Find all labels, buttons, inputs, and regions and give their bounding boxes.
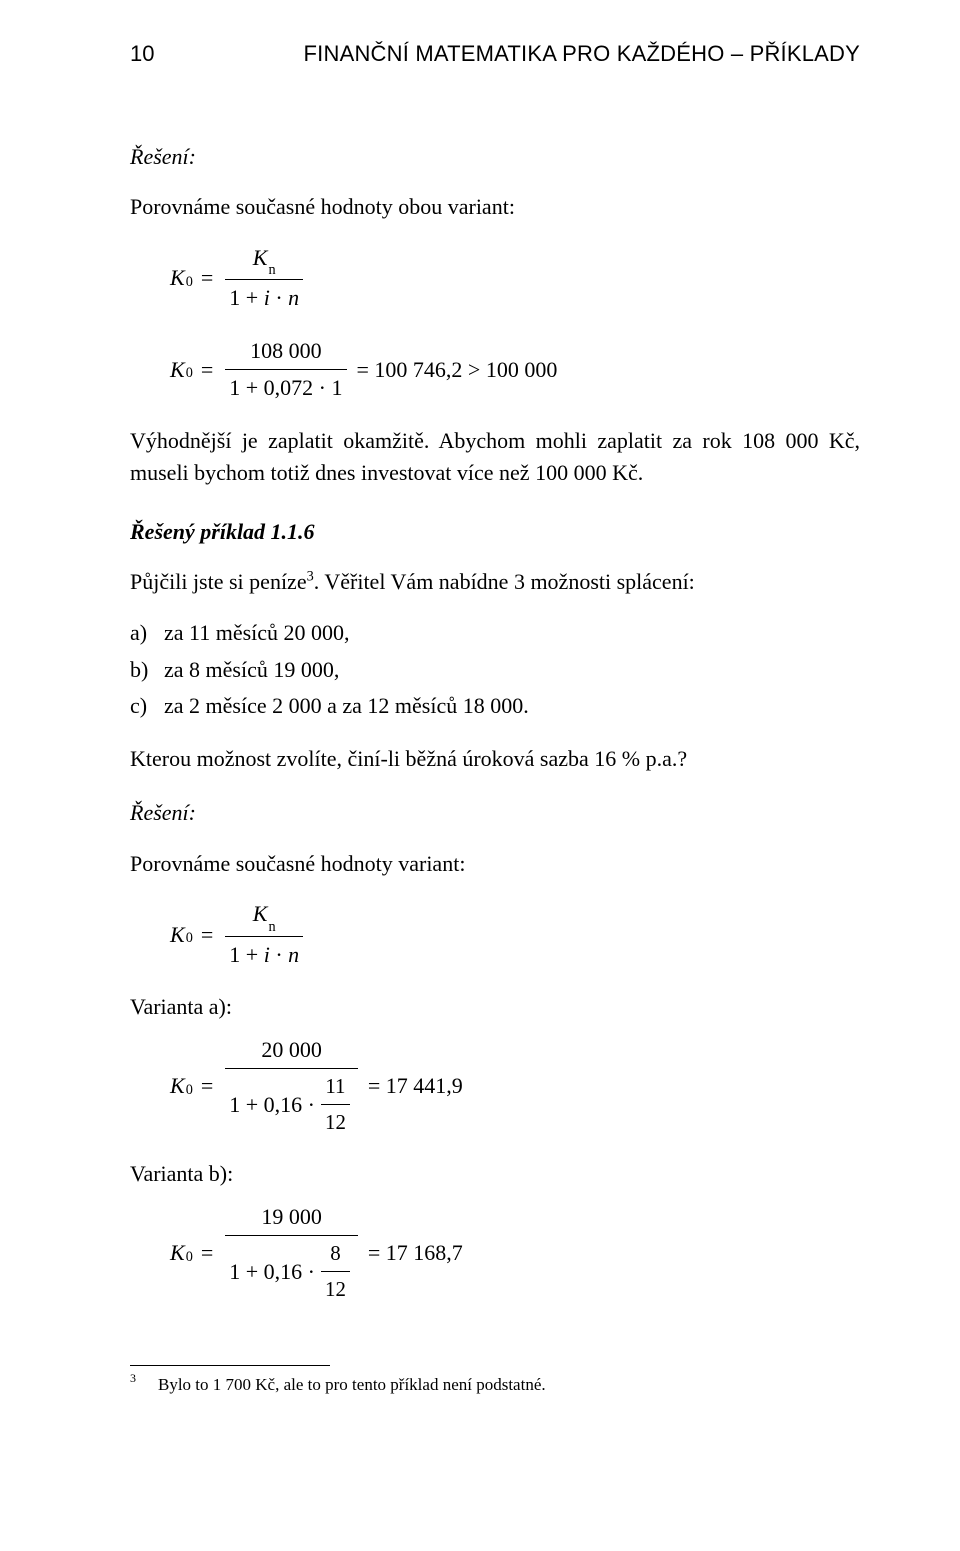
- intro-text-b: . Věřitel Vám nabídne 3 možnosti splácen…: [314, 569, 695, 594]
- eq-num: 20 000: [257, 1034, 326, 1067]
- conclusion-1: Výhodnější je zaplatit okamžitě. Abychom…: [130, 425, 860, 490]
- example-heading: Řešený příklad 1.1.6: [130, 516, 860, 549]
- fraction: 20 000 1 + 0,16 · 11 12: [225, 1034, 358, 1138]
- eq-den: 1 + 0,16 · 8 12: [225, 1238, 358, 1305]
- example-question: Kterou možnost zvolíte, činí-li běžná úr…: [130, 743, 860, 776]
- eq-sub: 0: [186, 272, 193, 293]
- eq-var: K: [170, 1070, 185, 1103]
- fraction: Kn 1 + i · n: [225, 898, 303, 971]
- intro-text-a: Půjčili jste si peníze: [130, 569, 307, 594]
- eq-den: 1 + i · n: [225, 282, 303, 315]
- eq-result: = 17 441,9: [362, 1070, 471, 1103]
- variant-a-label: Varianta a):: [130, 991, 860, 1024]
- list-item: a) za 11 měsíců 20 000,: [130, 617, 860, 650]
- eq-num-sub: n: [268, 262, 275, 278]
- eq-result: = 17 168,7: [362, 1237, 471, 1270]
- equals-sign: =: [193, 354, 221, 387]
- equation-specific-1: K0 = 108 000 1 + 0,072 · 1 = 100 746,2 >…: [170, 335, 860, 405]
- fraction: 108 000 1 + 0,072 · 1: [225, 335, 346, 405]
- equals-sign: =: [193, 262, 221, 295]
- list-text: za 2 měsíce 2 000 a za 12 měsíců 18 000.: [164, 690, 529, 723]
- eq-var: K: [170, 1237, 185, 1270]
- solution-label-1: Řešení:: [130, 141, 860, 174]
- fraction: Kn 1 + i · n: [225, 242, 303, 315]
- eq-num-sub: n: [268, 919, 275, 935]
- nested-den: 12: [321, 1274, 350, 1305]
- nested-fraction: 11 12: [321, 1071, 350, 1138]
- page-number: 10: [130, 38, 154, 71]
- equals-sign: =: [193, 1070, 221, 1103]
- example-intro: Půjčili jste si peníze3. Věřitel Vám nab…: [130, 566, 860, 599]
- options-list: a) za 11 měsíců 20 000, b) za 8 měsíců 1…: [130, 617, 860, 723]
- list-marker: c): [130, 690, 164, 723]
- list-marker: a): [130, 617, 164, 650]
- nested-num: 11: [321, 1071, 349, 1102]
- solution-intro-1: Porovnáme současné hodnoty obou variant:: [130, 191, 860, 224]
- header-title: FINANČNÍ MATEMATIKA PRO KAŽDÉHO – PŘÍKLA…: [304, 38, 860, 71]
- equals-sign: =: [193, 1237, 221, 1270]
- eq-den: 1 + 0,072 · 1: [225, 372, 346, 405]
- equation-general-1: K0 = Kn 1 + i · n: [170, 242, 860, 315]
- eq-var: K: [170, 354, 185, 387]
- eq-num: 19 000: [257, 1201, 326, 1234]
- den-prefix: 1 + 0,16 ·: [229, 1256, 315, 1289]
- page: 10 FINANČNÍ MATEMATIKA PRO KAŽDÉHO – PŘÍ…: [0, 0, 960, 1551]
- eq-num-var: K: [253, 901, 268, 926]
- equation-variant-b: K0 = 19 000 1 + 0,16 · 8 12 = 17 168: [170, 1201, 860, 1305]
- footnote-separator: [130, 1365, 330, 1366]
- solution-intro-2: Porovnáme současné hodnoty variant:: [130, 848, 860, 881]
- den-prefix: 1 + 0,16 ·: [229, 1089, 315, 1122]
- list-marker: b): [130, 654, 164, 687]
- equation-general-2: K0 = Kn 1 + i · n: [170, 898, 860, 971]
- nested-fraction: 8 12: [321, 1238, 350, 1305]
- equation-variant-a: K0 = 20 000 1 + 0,16 · 11 12 = 17 44: [170, 1034, 860, 1138]
- footnote-number: 3: [130, 1370, 136, 1395]
- footnote-ref: 3: [307, 569, 314, 585]
- nested-num: 8: [326, 1238, 344, 1269]
- list-item: b) za 8 měsíců 19 000,: [130, 654, 860, 687]
- eq-var: K: [170, 262, 185, 295]
- eq-result: = 100 746,2 > 100 000: [351, 354, 566, 387]
- eq-num: 108 000: [246, 335, 326, 368]
- running-header: 10 FINANČNÍ MATEMATIKA PRO KAŽDÉHO – PŘÍ…: [130, 38, 860, 71]
- variant-b-label: Varianta b):: [130, 1158, 860, 1191]
- eq-sub: 0: [186, 1247, 193, 1268]
- eq-den: 1 + i · n: [225, 939, 303, 972]
- list-text: za 8 měsíců 19 000,: [164, 654, 339, 687]
- solution-label-2: Řešení:: [130, 797, 860, 830]
- eq-var: K: [170, 919, 185, 952]
- nested-den: 12: [321, 1107, 350, 1138]
- eq-sub: 0: [186, 1080, 193, 1101]
- footnote: 3 Bylo to 1 700 Kč, ale to pro tento pří…: [130, 1372, 860, 1397]
- eq-den: 1 + 0,16 · 11 12: [225, 1071, 358, 1138]
- fraction: 19 000 1 + 0,16 · 8 12: [225, 1201, 358, 1305]
- list-text: za 11 měsíců 20 000,: [164, 617, 350, 650]
- eq-num-var: K: [253, 245, 268, 270]
- eq-sub: 0: [186, 363, 193, 384]
- footnote-text: Bylo to 1 700 Kč, ale to pro tento příkl…: [158, 1372, 546, 1397]
- equals-sign: =: [193, 919, 221, 952]
- list-item: c) za 2 měsíce 2 000 a za 12 měsíců 18 0…: [130, 690, 860, 723]
- eq-sub: 0: [186, 928, 193, 949]
